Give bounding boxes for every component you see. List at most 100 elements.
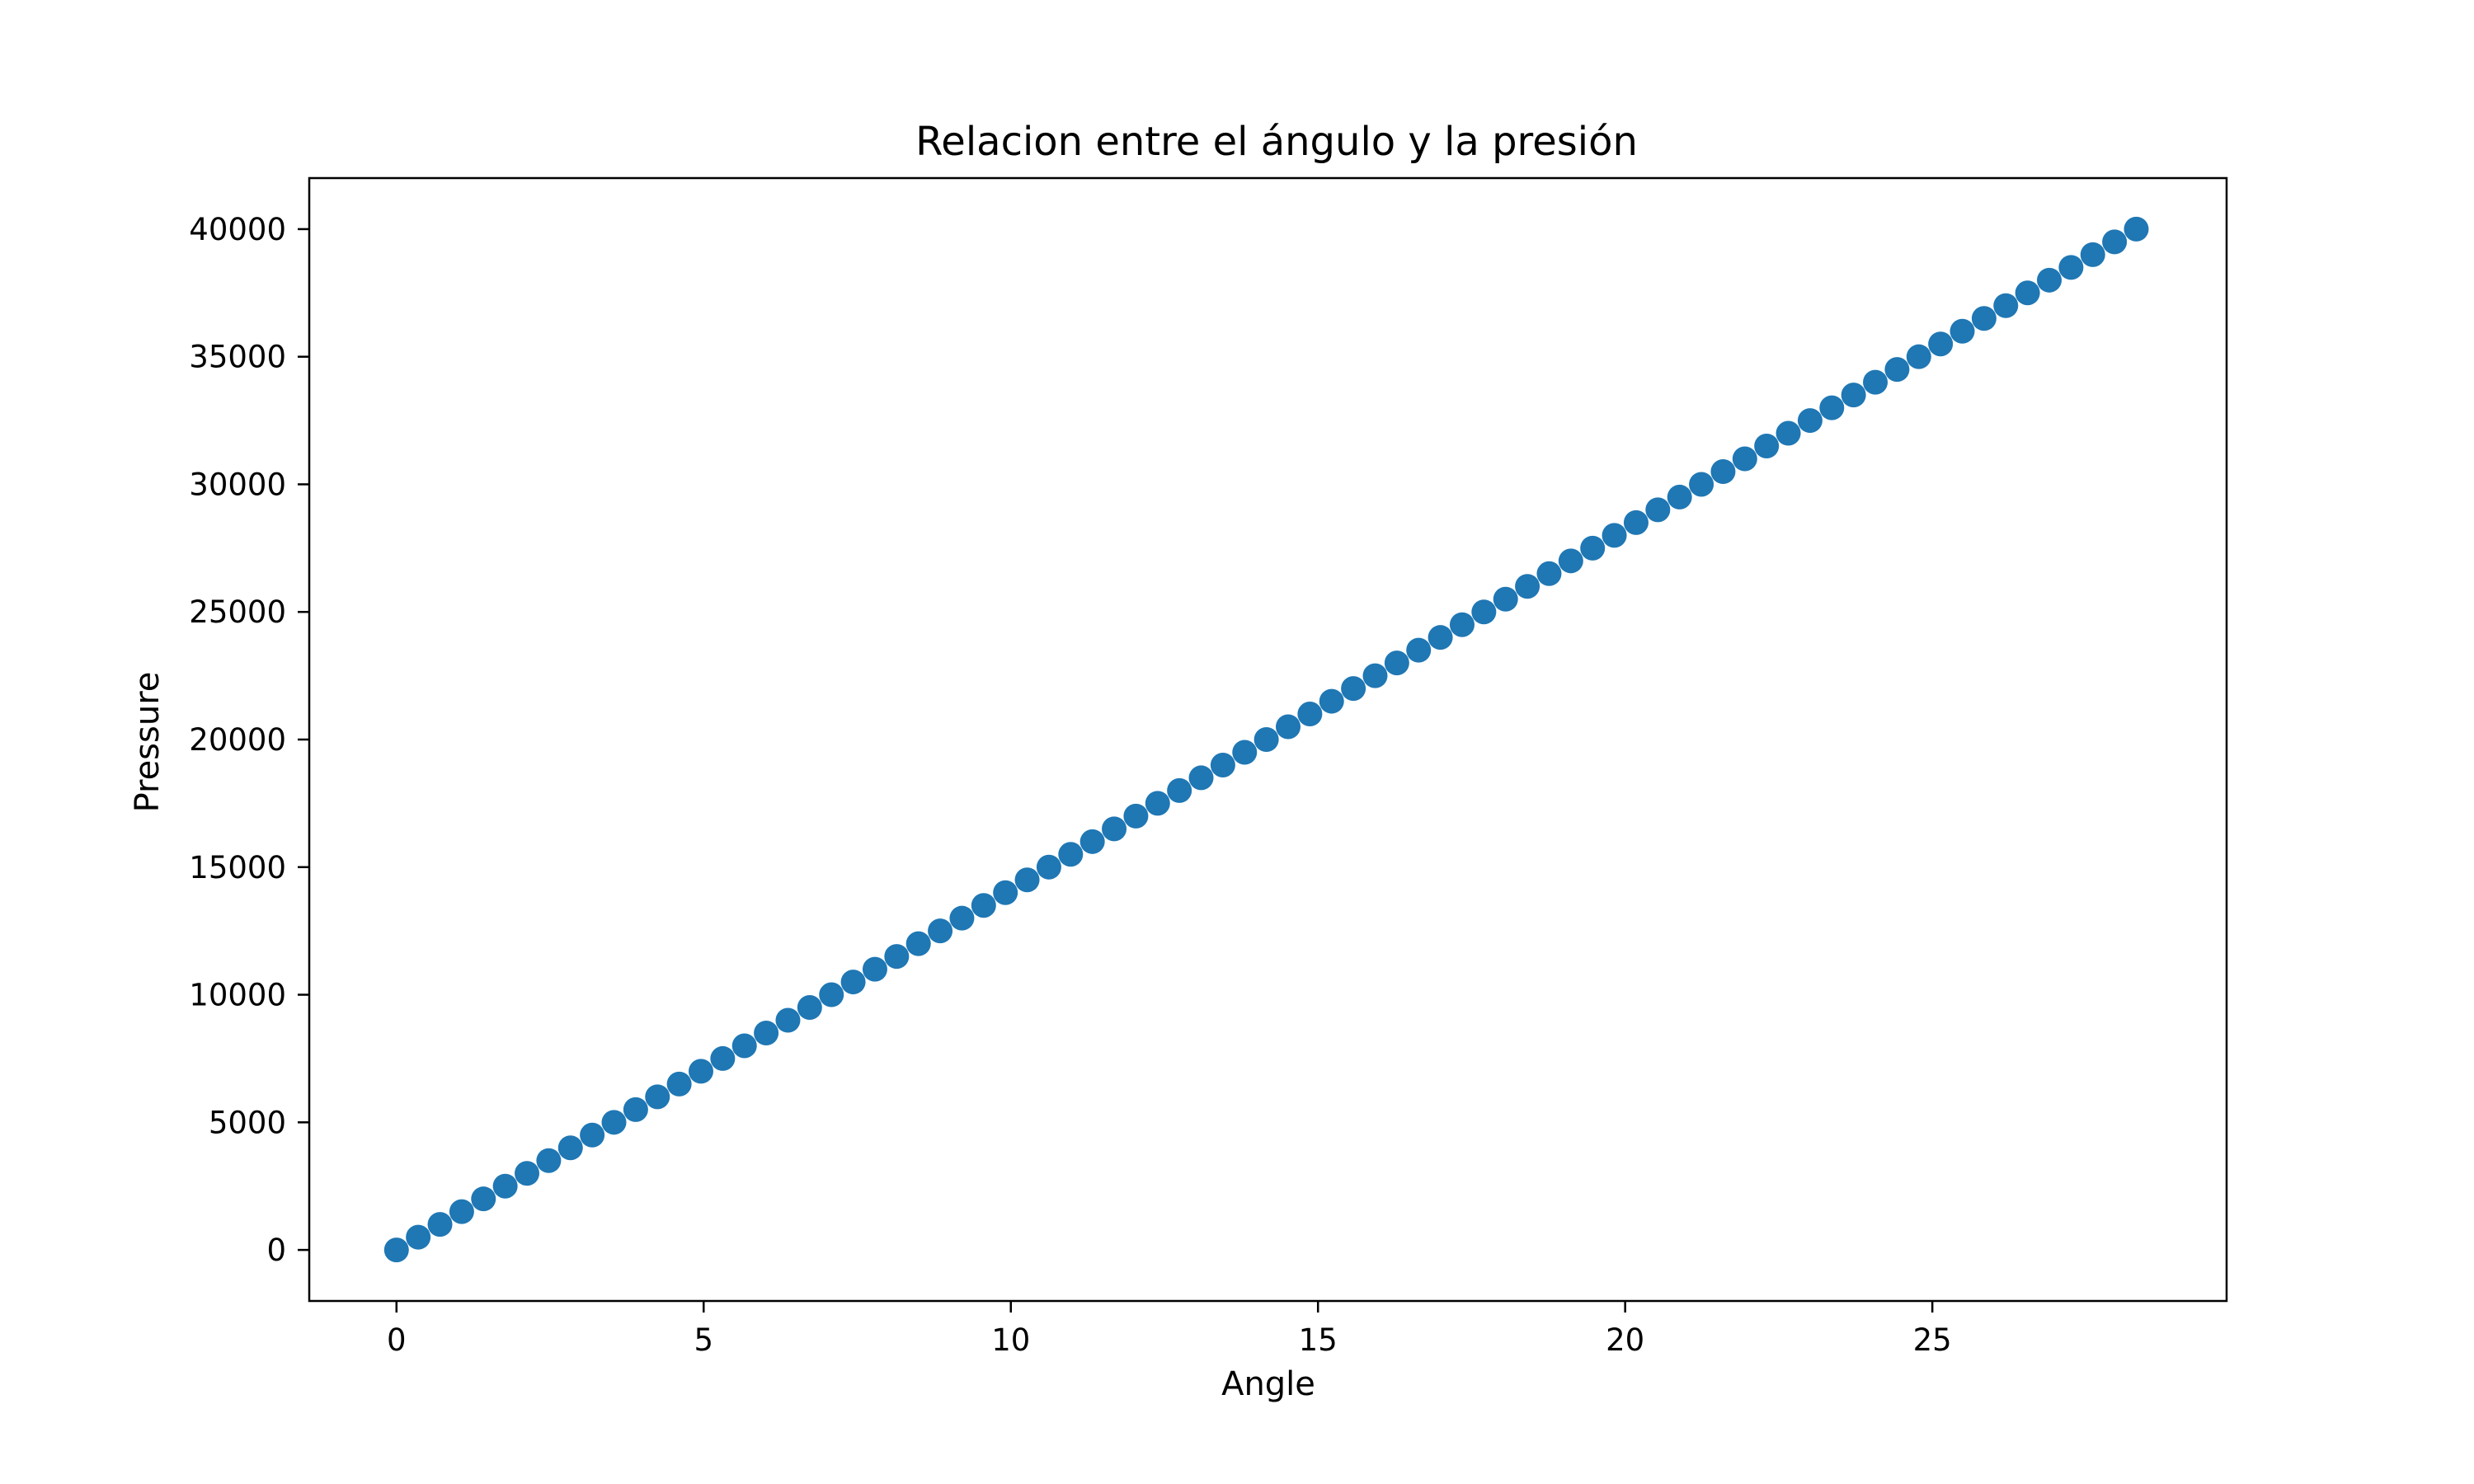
data-point [580, 1122, 605, 1148]
data-point [1971, 306, 1997, 331]
data-point [383, 1237, 409, 1263]
data-point [1710, 458, 1736, 484]
data-point [797, 995, 822, 1021]
y-axis: 0 5000 10000 15000 20000 25000 30000 35000 40000 [189, 212, 309, 1268]
data-point [1319, 688, 1344, 714]
data-point [1645, 497, 1671, 523]
data-points [383, 216, 2149, 1263]
data-point [1993, 293, 2019, 318]
data-point [1928, 331, 1954, 357]
x-axis-label: Angle [1221, 1365, 1315, 1403]
data-point [1667, 484, 1692, 510]
data-point [492, 1173, 518, 1199]
data-point [1536, 561, 1562, 586]
data-point [993, 880, 1018, 905]
data-point [1167, 777, 1192, 803]
data-point [1863, 369, 1888, 395]
data-point [1362, 663, 1388, 688]
y-tick-label: 5000 [209, 1105, 286, 1140]
chart-title: Relacion entre el ángulo y la presión [915, 119, 1638, 165]
data-point [1102, 816, 1127, 842]
data-point [1732, 446, 1757, 472]
data-point [1276, 714, 1301, 740]
data-point [1036, 854, 1061, 880]
data-point [1558, 548, 1583, 574]
data-point [775, 1007, 801, 1033]
data-point [1754, 434, 1780, 459]
data-point [1079, 829, 1105, 854]
data-point [427, 1212, 453, 1237]
data-point [2015, 280, 2040, 306]
data-point [1602, 523, 1627, 548]
data-point [884, 944, 910, 970]
data-point [1297, 702, 1323, 727]
data-point [666, 1071, 692, 1097]
data-point [2037, 267, 2062, 293]
data-point [1253, 727, 1279, 752]
x-tick-label: 20 [1606, 1322, 1644, 1358]
data-point [1884, 357, 1910, 383]
data-point [1014, 867, 1040, 893]
data-point [840, 970, 866, 995]
x-tick-label: 0 [387, 1322, 407, 1358]
data-point [819, 982, 844, 1007]
data-point [515, 1161, 540, 1186]
data-point [1623, 510, 1649, 535]
data-point [1950, 318, 1975, 344]
x-tick-label: 25 [1913, 1322, 1952, 1358]
data-point [1384, 650, 1409, 676]
data-point [754, 1020, 779, 1045]
data-point [1471, 599, 1497, 625]
x-tick-label: 5 [694, 1322, 713, 1358]
data-point [1449, 612, 1475, 637]
data-point [1058, 842, 1084, 867]
data-point [2124, 216, 2149, 242]
data-point [1232, 740, 1258, 765]
data-point [1145, 791, 1170, 816]
y-tick-label: 25000 [189, 594, 286, 630]
data-point [2058, 255, 2084, 280]
data-point [1819, 395, 1845, 420]
data-point [1188, 765, 1214, 791]
y-axis-label: Pressure [129, 672, 167, 813]
data-point [710, 1045, 736, 1071]
data-point [645, 1084, 670, 1110]
y-tick-label: 0 [266, 1233, 286, 1268]
data-point [688, 1059, 713, 1084]
data-point [1406, 637, 1432, 663]
y-tick-label: 35000 [189, 340, 286, 375]
data-point [862, 956, 887, 982]
data-point [449, 1199, 474, 1224]
data-point [731, 1033, 757, 1059]
data-point [536, 1148, 562, 1173]
data-point [1515, 574, 1540, 599]
data-point [1841, 383, 1866, 408]
data-point [1689, 472, 1714, 497]
data-point [2102, 229, 2128, 255]
data-point [1210, 752, 1235, 777]
y-tick-label: 30000 [189, 467, 286, 502]
x-tick-label: 15 [1299, 1322, 1338, 1358]
data-point [971, 893, 996, 918]
data-point [1427, 625, 1453, 650]
data-point [1906, 344, 1931, 369]
data-point [471, 1186, 496, 1212]
y-tick-label: 10000 [189, 978, 286, 1013]
x-axis: 0 5 10 15 20 25 [387, 1301, 1952, 1358]
data-point [1341, 676, 1366, 702]
data-point [928, 918, 953, 944]
data-point [905, 931, 931, 956]
x-tick-label: 10 [991, 1322, 1030, 1358]
data-point [601, 1110, 627, 1135]
y-tick-label: 15000 [189, 850, 286, 885]
data-point [623, 1097, 648, 1122]
data-point [949, 905, 975, 931]
y-tick-label: 40000 [189, 212, 286, 247]
data-point [2080, 242, 2105, 267]
data-point [1776, 420, 1801, 446]
data-point [1493, 586, 1518, 612]
data-point [1123, 803, 1149, 829]
y-tick-label: 20000 [189, 722, 286, 758]
